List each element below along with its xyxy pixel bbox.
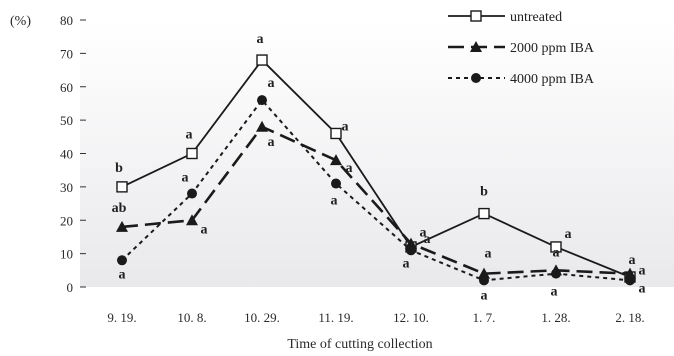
significance-label: a: [639, 264, 646, 279]
significance-label: a: [403, 256, 410, 271]
significance-label: a: [119, 267, 126, 282]
significance-label: a: [639, 281, 646, 296]
significance-label: a: [553, 245, 560, 260]
data-point: [331, 178, 341, 189]
significance-label: a: [186, 128, 193, 143]
significance-label: b: [480, 185, 488, 200]
significance-label: a: [420, 226, 427, 241]
x-tick-label: 1. 28.: [541, 310, 570, 325]
x-tick-label: 9. 19.: [107, 310, 136, 325]
significance-label: a: [565, 227, 572, 242]
data-point: [186, 147, 198, 160]
significance-label: a: [424, 232, 431, 247]
data-point: [186, 214, 198, 226]
x-tick-label: 2. 18.: [615, 310, 644, 325]
legend-marker: [470, 10, 482, 22]
x-tick-label: 10. 8.: [177, 310, 206, 325]
significance-label: a: [481, 288, 488, 303]
data-point: [330, 154, 342, 166]
data-point: [406, 245, 416, 256]
legend-marker: [471, 73, 481, 83]
x-axis: 9. 19. 10. 8. 10. 29. 11. 19. 12. 10. 1. 7. 1.…: [107, 310, 644, 325]
plot-area: [80, 20, 674, 287]
data-point: [625, 275, 635, 286]
x-tick-label: 1. 7.: [473, 310, 496, 325]
y-tick-label: 20: [60, 213, 73, 228]
x-tick-label: 12. 10.: [393, 310, 429, 325]
data-point: [257, 95, 267, 106]
significance-label: ab: [112, 201, 127, 216]
data-point: [116, 181, 128, 193]
series-line: [121, 58, 631, 278]
legend-item: 2000 ppm IBA: [448, 41, 595, 56]
legend-label: 2000 ppm IBA: [510, 41, 595, 56]
data-point: [256, 120, 268, 132]
significance-label: a: [346, 161, 353, 176]
significance-label: a: [629, 253, 636, 268]
legend-label: 4000 ppm IBA: [510, 72, 595, 87]
x-tick-label: 10. 29.: [244, 310, 280, 325]
legend-item: untreated: [448, 10, 562, 25]
legend-marker: [470, 41, 482, 52]
y-tick-label: 40: [60, 147, 73, 162]
significance-label: b: [115, 161, 123, 176]
series-line: [121, 125, 631, 275]
y-tick-label: 60: [60, 80, 73, 95]
y-axis-label: (%): [10, 14, 31, 29]
data-point: [624, 267, 636, 279]
data-point: [550, 241, 562, 253]
data-point: [330, 127, 342, 140]
y-tick-label: 10: [60, 247, 73, 262]
data-point: [116, 220, 128, 232]
data-point: [479, 275, 489, 286]
significance-label: a: [257, 32, 264, 47]
data-point: [551, 268, 561, 279]
data-point: [187, 188, 197, 199]
significance-label: a: [268, 135, 275, 150]
x-axis-label: Time of cutting collection: [287, 337, 432, 352]
significance-label: a: [201, 222, 208, 237]
legend-item: 4000 ppm IBA: [448, 72, 595, 87]
data-point: [405, 237, 417, 249]
legend: untreated 2000 ppm IBA 4000 ppm IBA: [448, 10, 595, 87]
y-tick-label: 0: [67, 280, 74, 295]
legend-label: untreated: [510, 10, 562, 25]
significance-label: a: [331, 194, 338, 209]
y-tick-label: 80: [60, 13, 73, 28]
data-point: [478, 207, 490, 220]
significance-label: a: [551, 285, 558, 300]
y-axis: 0 10 20 30 40 50 60 70 80: [60, 13, 86, 295]
significance-label: a: [342, 119, 349, 134]
y-tick-label: 50: [60, 113, 73, 128]
y-tick-label: 70: [60, 46, 73, 61]
significance-label: a: [182, 171, 189, 186]
data-point: [478, 267, 490, 279]
significance-label: a: [485, 247, 492, 262]
significance-label: a: [268, 76, 275, 91]
data-point: [117, 255, 127, 266]
x-tick-label: 11. 19.: [318, 310, 353, 325]
data-point: [256, 54, 268, 66]
y-tick-label: 30: [60, 180, 73, 195]
